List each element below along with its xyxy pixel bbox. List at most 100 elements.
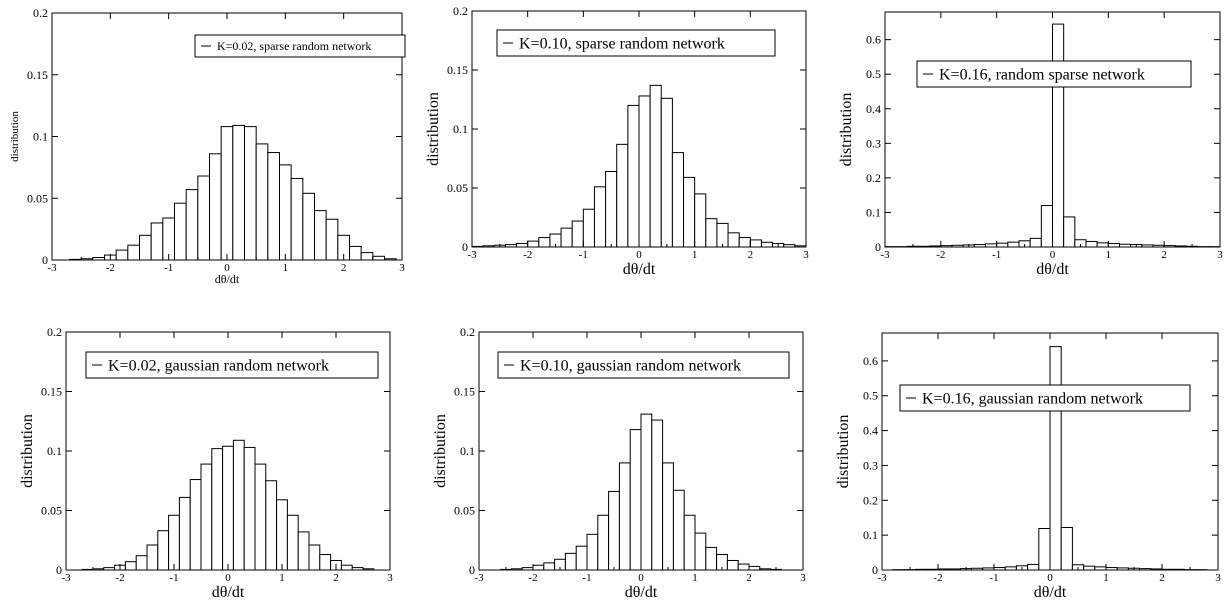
histogram-bar [372, 255, 386, 261]
y-tick-label: 0 [42, 253, 48, 267]
histogram-bar [325, 218, 339, 261]
x-tick-label: -1 [989, 572, 998, 584]
x-tick-label: 1 [692, 572, 698, 584]
histogram-bar [597, 514, 610, 571]
histogram-bar [139, 234, 152, 261]
legend-box [85, 351, 379, 379]
histogram-bar [314, 210, 327, 261]
histogram-bar [178, 496, 191, 571]
histogram-bar [1029, 237, 1042, 248]
chart-panel-5: -3 -2 -1 0 1 2 3 0 0.05 0.1 0.15 0.2 dθ/dt distributi… [432, 325, 806, 601]
histogram-bar [265, 480, 278, 571]
histogram-bar [605, 170, 618, 248]
histogram-bar [168, 514, 180, 571]
x-axis-label: dθ/dt [625, 584, 658, 601]
histogram-bar [308, 544, 321, 571]
histogram-bar [749, 239, 762, 248]
x-tick-label: -1 [579, 249, 588, 261]
histogram-bar [286, 514, 299, 571]
histogram-bar [651, 419, 664, 571]
histogram-bar [1052, 23, 1065, 248]
x-tick-label: -3 [877, 572, 887, 584]
histogram-bar [189, 479, 202, 571]
chart-panel-3: -3 -2 -1 0 1 2 3 0 0.1 0.2 0.3 0.4 0.5 0.6 dθ/dt distri… [838, 11, 1223, 278]
histogram-bar [1152, 244, 1165, 248]
y-tick-label: 0.15 [447, 63, 468, 77]
y-tick-label: 0.2 [453, 4, 468, 18]
x-tick-label: 3 [399, 262, 405, 274]
y-tick-label: 0.05 [447, 181, 468, 195]
histogram-bar [672, 489, 685, 571]
histogram-bar [1116, 567, 1129, 571]
legend-label: K=0.16, random sparse network [939, 67, 1145, 84]
legend-label: K=0.16, gaussian random network [922, 391, 1143, 408]
histogram-bar [222, 445, 234, 571]
histogram-bar [1172, 568, 1185, 571]
histogram-bar [319, 554, 332, 571]
histogram-bar [1007, 241, 1020, 248]
y-tick-label: 0.1 [863, 528, 878, 542]
y-tick-label: 0.1 [33, 130, 48, 144]
histogram-bar [586, 533, 599, 571]
histogram-bar [209, 153, 222, 261]
histogram-bar [716, 222, 729, 248]
x-tick-label: 3 [387, 572, 393, 584]
histogram-bar [302, 192, 316, 261]
histogram-bar [737, 563, 750, 571]
y-tick-label: 0.2 [460, 325, 475, 339]
y-tick-label: 0 [872, 563, 878, 577]
x-tick-label: 0 [224, 262, 230, 274]
histogram-bar [582, 208, 595, 248]
histogram-bar [1119, 243, 1132, 248]
chart-panel-6: -3 -2 -1 0 1 2 3 0 0.1 0.2 0.3 0.4 0.5 0.6 dθ/dt distri… [835, 332, 1221, 601]
histogram-bar [738, 237, 751, 248]
histogram-bar [200, 463, 213, 571]
histogram-bar [527, 240, 540, 248]
y-axis-label: distribution [835, 415, 852, 489]
x-tick-label: 2 [1159, 572, 1165, 584]
histogram-bar [649, 84, 662, 248]
histogram-bar [593, 186, 607, 248]
x-tick-label: 1 [279, 572, 285, 584]
histogram-bar [360, 252, 374, 261]
histogram-bar [683, 176, 696, 248]
histogram-bar [362, 568, 375, 571]
legend-label: K=0.02, sparse random network [217, 39, 371, 53]
y-tick-label: 0.2 [33, 6, 48, 20]
histogram-bar [560, 227, 573, 248]
histogram-bar [705, 546, 718, 571]
histogram-bar [929, 245, 942, 248]
histogram-bar [1040, 205, 1054, 248]
histogram-bar [115, 249, 129, 261]
x-tick-label: -2 [528, 572, 537, 584]
histogram-bar [81, 568, 94, 571]
histogram-bar [996, 242, 1009, 248]
y-tick-label: 0.4 [863, 424, 878, 438]
histogram-bar [638, 95, 651, 248]
x-tick-label: 2 [333, 572, 339, 584]
x-tick-label: 3 [1215, 572, 1221, 584]
x-tick-label: -2 [933, 572, 942, 584]
histogram-bar [185, 189, 199, 261]
histogram-bar [150, 222, 164, 261]
y-tick-label: 0.3 [863, 458, 878, 472]
x-tick-label: 1 [1103, 572, 1109, 584]
y-tick-label: 0.5 [863, 389, 878, 403]
y-tick-label: 0 [56, 563, 62, 577]
x-tick-label: -2 [523, 249, 532, 261]
histogram-bar [211, 448, 224, 571]
histogram-bar [1004, 566, 1017, 571]
histogram-bar [279, 164, 292, 261]
y-tick-label: 0.2 [47, 325, 62, 339]
histogram-bar [629, 429, 642, 571]
histogram-bar [940, 245, 953, 248]
x-tick-label: -3 [61, 572, 71, 584]
histogram-bar [220, 126, 234, 261]
histogram-bar [543, 562, 556, 571]
x-tick-label: -1 [992, 249, 1001, 261]
legend-label: K=0.02, gaussian random network [108, 358, 329, 375]
x-tick-label: 0 [638, 572, 644, 584]
y-tick-label: 0.1 [866, 205, 881, 219]
histogram-bar [759, 568, 772, 571]
histogram-bar [926, 568, 939, 571]
